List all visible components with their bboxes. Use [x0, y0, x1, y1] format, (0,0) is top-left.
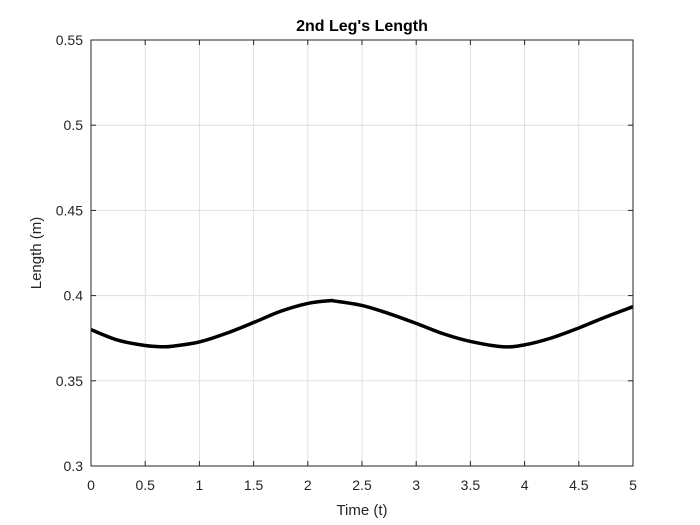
- series-line: [90, 298, 634, 349]
- x-tick-label: 2: [304, 477, 312, 493]
- y-tick-label: 0.3: [64, 458, 84, 474]
- x-tick-label: 0.5: [135, 477, 155, 493]
- x-tick-label: 1.5: [244, 477, 264, 493]
- x-tick-label: 3.5: [461, 477, 481, 493]
- y-tick-label: 0.4: [64, 288, 84, 304]
- x-axis-title: Time (t): [336, 502, 387, 519]
- y-tick-label: 0.35: [56, 373, 83, 389]
- y-tick-label: 0.5: [64, 117, 84, 133]
- x-tick-label: 5: [629, 477, 637, 493]
- y-tick-label: 0.45: [56, 202, 83, 218]
- y-tick-label: 0.55: [56, 32, 83, 48]
- chart-title: 2nd Leg's Length: [296, 18, 428, 35]
- x-tick-label: 3: [412, 477, 420, 493]
- x-tick-label: 0: [87, 477, 95, 493]
- x-tick-label: 2.5: [352, 477, 372, 493]
- y-axis-title: Length (m): [28, 217, 45, 290]
- x-tick-label: 1: [196, 477, 204, 493]
- x-tick-label: 4.5: [569, 477, 589, 493]
- series-layer: [90, 298, 634, 349]
- axis-ticks: 0 0.5 1 1.5 2 2.5 3 3.5 4 4.5 5 0.3 0.35 0.4 0.45 0.5 0.…: [56, 32, 637, 493]
- x-tick-label: 4: [521, 477, 529, 493]
